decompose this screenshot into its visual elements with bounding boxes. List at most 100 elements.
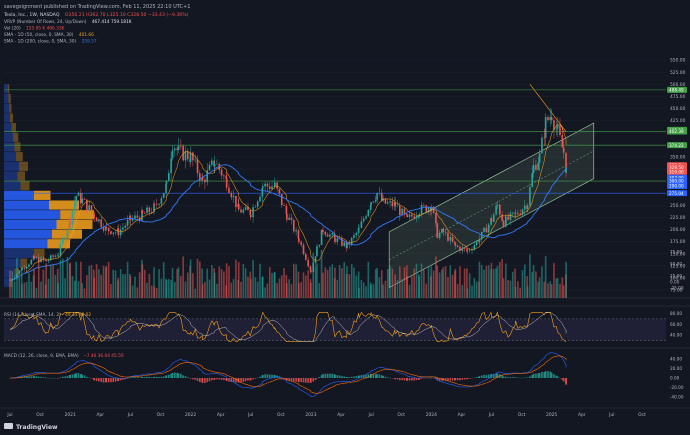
volume-bar bbox=[18, 276, 21, 298]
volume-bar bbox=[550, 284, 553, 298]
candle-body bbox=[66, 230, 69, 239]
volume-bar bbox=[176, 268, 178, 298]
macd-histogram-bar bbox=[336, 375, 339, 378]
macd-histogram-bar bbox=[511, 377, 514, 378]
candle-body bbox=[405, 213, 408, 216]
volume-bar bbox=[370, 284, 372, 298]
volume-bar bbox=[196, 258, 199, 298]
macd-histogram-bar bbox=[391, 378, 394, 379]
macd-histogram-bar bbox=[541, 372, 543, 378]
macd-histogram-bar bbox=[254, 378, 257, 379]
macd-histogram-bar bbox=[268, 374, 271, 378]
profile-down-bar bbox=[13, 132, 19, 142]
price-tag bbox=[667, 168, 687, 175]
volume-bar bbox=[162, 262, 165, 298]
candle-body bbox=[225, 178, 228, 188]
macd-histogram-bar bbox=[451, 378, 454, 381]
macd-histogram-bar bbox=[305, 378, 307, 383]
volume-bar bbox=[399, 266, 401, 298]
price-tick-label: 525.00 bbox=[670, 70, 686, 76]
macd-histogram-bar bbox=[150, 377, 153, 378]
candle-body bbox=[295, 230, 297, 232]
macd-histogram-bar bbox=[318, 377, 321, 378]
macd-histogram-bar bbox=[126, 378, 129, 379]
candle-body bbox=[326, 234, 329, 237]
volume-bar bbox=[100, 274, 103, 298]
macd-histogram-bar bbox=[324, 373, 327, 378]
tradingview-logo[interactable]: TradingView bbox=[4, 423, 58, 431]
volume-bar bbox=[305, 275, 307, 298]
volume-bar bbox=[138, 272, 141, 298]
candle-body bbox=[475, 241, 478, 246]
volume-bar bbox=[487, 265, 490, 298]
candle-body bbox=[201, 176, 204, 180]
macd-histogram-bar bbox=[468, 378, 471, 379]
macd-histogram-bar bbox=[28, 376, 30, 378]
volume-bar bbox=[505, 263, 507, 298]
volume-bar bbox=[95, 264, 98, 298]
volume-bar bbox=[529, 254, 531, 298]
macd-histogram-bar bbox=[98, 378, 100, 382]
time-tick-label: Oct bbox=[397, 412, 405, 418]
volume-bar bbox=[492, 268, 495, 298]
volume-bar bbox=[336, 279, 339, 298]
volume-bar bbox=[189, 259, 192, 298]
volume-bar bbox=[232, 279, 235, 298]
candle-body bbox=[380, 192, 383, 201]
volume-bar bbox=[425, 283, 428, 298]
macd-histogram-bar bbox=[547, 371, 549, 378]
volume-bar bbox=[490, 262, 493, 298]
macd-histogram-bar bbox=[382, 375, 384, 378]
macd-histogram-bar bbox=[535, 373, 537, 378]
macd-histogram-bar bbox=[394, 378, 396, 380]
volume-bar bbox=[384, 280, 387, 298]
volume-bar bbox=[495, 268, 497, 298]
candle-body bbox=[77, 192, 80, 196]
volume-bar bbox=[74, 280, 76, 298]
price-tag-label: 488.49 bbox=[669, 87, 684, 92]
rsi-label: RSI (14, close, SMA, 14, 2) bbox=[4, 312, 61, 318]
volume-bar bbox=[247, 276, 249, 298]
profile-up-bar bbox=[4, 132, 13, 142]
macd-histogram-bar bbox=[206, 378, 209, 383]
macd-histogram-bar bbox=[186, 377, 189, 378]
candle-body bbox=[174, 148, 176, 151]
vrvp-label: VRVP (Number Of Rows, 24, Up/Down) bbox=[4, 19, 87, 25]
candle-body bbox=[320, 229, 323, 246]
volume-bar bbox=[295, 264, 297, 298]
macd-histogram-bar bbox=[550, 372, 553, 378]
candle-body bbox=[324, 231, 327, 235]
volume-bar bbox=[331, 264, 334, 298]
candle-body bbox=[42, 257, 45, 260]
macd-histogram-bar bbox=[358, 375, 360, 378]
candle-body bbox=[92, 211, 95, 215]
candle-body bbox=[549, 116, 552, 121]
macd-histogram-bar bbox=[33, 376, 35, 378]
candle-body bbox=[80, 192, 82, 204]
volume-bar bbox=[153, 286, 156, 298]
macd-histogram-bar bbox=[247, 378, 249, 381]
price-tag-label: 300.00 bbox=[669, 179, 684, 184]
volume-bar bbox=[447, 277, 449, 298]
volume-bar bbox=[338, 265, 341, 298]
candle-body bbox=[176, 148, 178, 150]
candle-body bbox=[167, 173, 170, 181]
price-tick-label: 475.00 bbox=[670, 94, 686, 100]
volume-bar bbox=[394, 274, 396, 298]
candle-body bbox=[117, 228, 120, 236]
candle-body bbox=[322, 229, 324, 232]
candle-body bbox=[283, 205, 285, 206]
volume-bar bbox=[223, 271, 225, 298]
macd-histogram-bar bbox=[271, 374, 273, 378]
time-tick-label: 2022 bbox=[185, 412, 196, 418]
candle-body bbox=[220, 169, 223, 176]
volume-bar bbox=[521, 270, 524, 298]
volume-bar bbox=[11, 271, 14, 298]
macd-histogram-bar bbox=[235, 378, 237, 383]
volume-bar bbox=[310, 282, 312, 298]
volume-bar bbox=[432, 270, 435, 298]
price-tick-label: 100.00 bbox=[670, 276, 686, 282]
candle-body bbox=[511, 212, 514, 214]
macd-histogram-bar bbox=[177, 373, 180, 378]
